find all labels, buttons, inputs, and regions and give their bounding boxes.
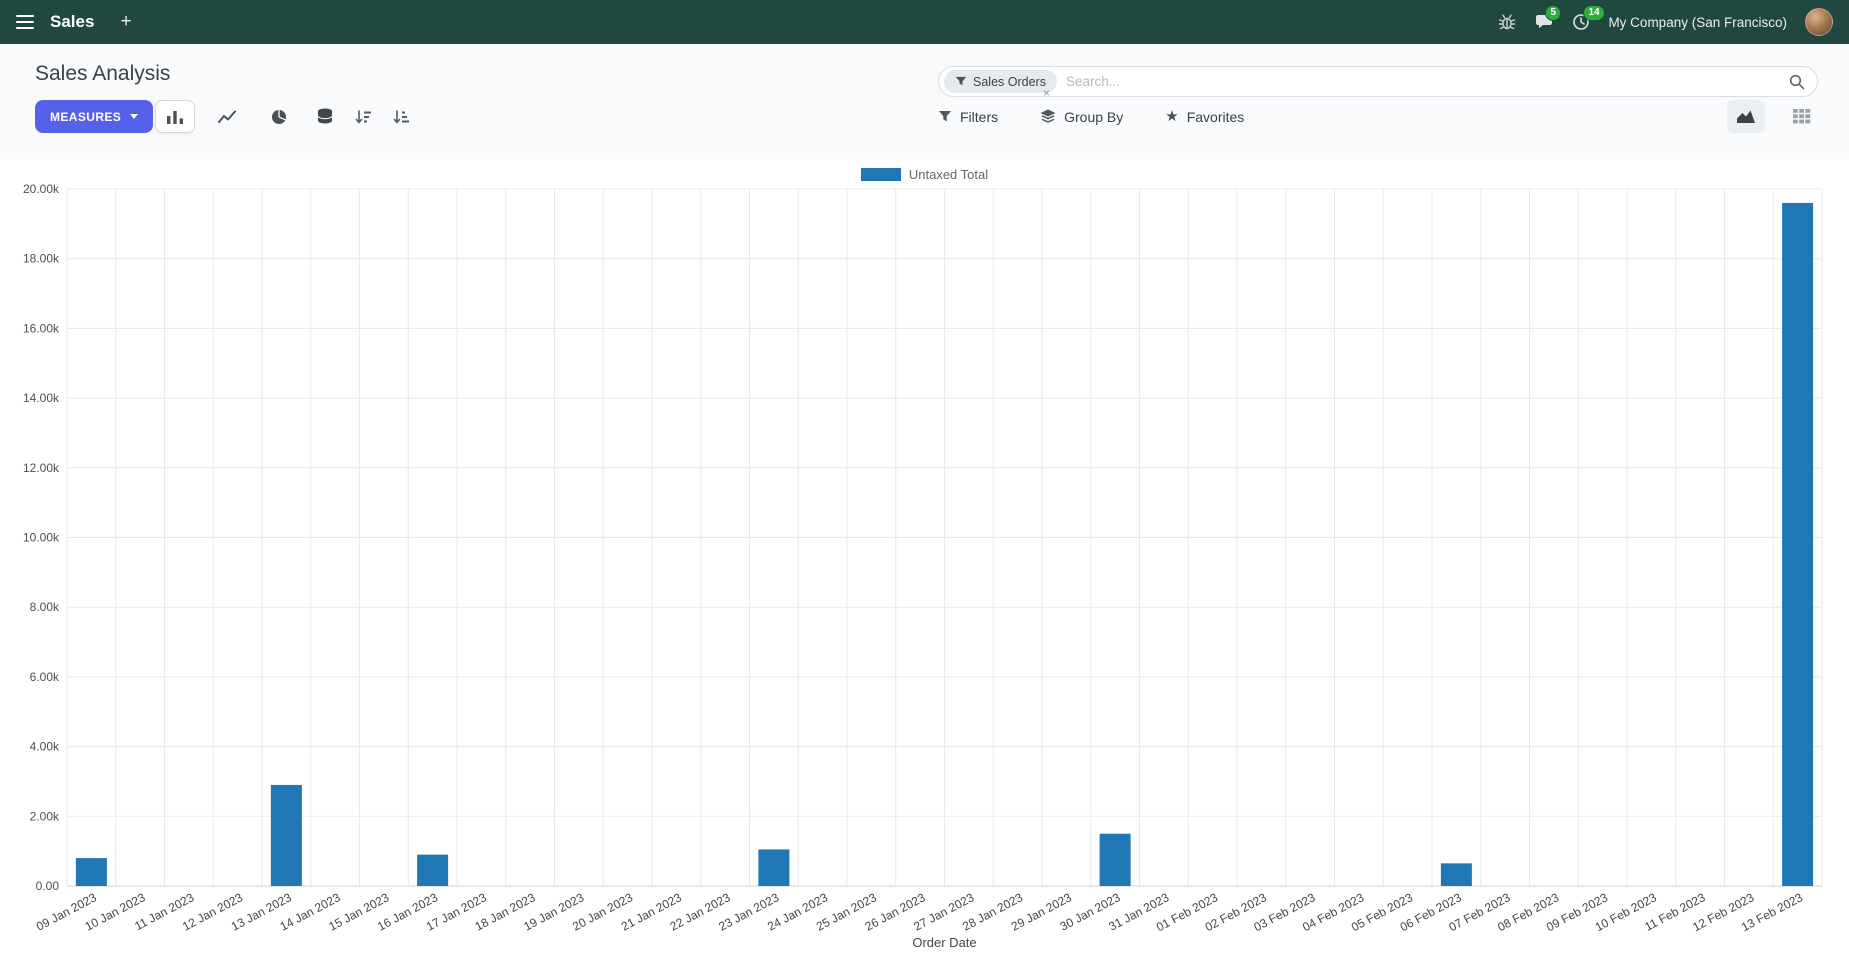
sales-analysis-chart: 0.00 2.00k 4.00k 6.00k 8.00k 10.00k 12.00k 14.0…: [23, 182, 1823, 934]
pie-chart-button[interactable]: [259, 100, 299, 133]
favorites-menu[interactable]: ★ Favorites: [1165, 109, 1244, 125]
bug-icon: [1499, 14, 1516, 30]
sort-descending-icon: [355, 109, 371, 123]
legend-label: Untaxed Total: [908, 167, 989, 182]
search-input[interactable]: [1056, 67, 1789, 96]
view-switcher: [1727, 100, 1821, 133]
svg-text:16.00k: 16.00k: [23, 321, 60, 335]
chart-bar[interactable]: [1440, 863, 1472, 886]
search-bar: Sales Orders ×: [938, 66, 1818, 100]
chart-tools: [316, 100, 410, 133]
search-menus: Filters Group By ★ Favorites: [938, 100, 1244, 133]
messages-button[interactable]: 5: [1534, 5, 1561, 31]
plus-button[interactable]: +: [120, 11, 132, 32]
line-chart-icon: [218, 110, 236, 123]
filters-label: Filters: [960, 108, 999, 125]
search-icon: [1789, 74, 1805, 89]
bug-button[interactable]: [1498, 13, 1516, 31]
search-button[interactable]: [1789, 74, 1805, 90]
svg-text:2.00k: 2.00k: [30, 809, 60, 823]
svg-text:18.00k: 18.00k: [23, 252, 60, 266]
sort-ascending-icon: [393, 109, 409, 123]
chart-bar[interactable]: [758, 849, 790, 886]
svg-text:6.00k: 6.00k: [30, 670, 60, 684]
chart-type-switcher: [155, 100, 299, 133]
svg-text:20.00k: 20.00k: [23, 182, 60, 196]
navbar-right: 5 14 My Company (San Francisco): [1498, 5, 1833, 36]
svg-text:8.00k: 8.00k: [30, 600, 60, 614]
facet-remove-button[interactable]: ×: [1043, 86, 1051, 100]
svg-text:4.00k: 4.00k: [30, 740, 60, 754]
layers-icon: [1040, 109, 1056, 123]
search-facet[interactable]: Sales Orders: [944, 70, 1057, 93]
svg-text:10.00k: 10.00k: [23, 531, 60, 545]
svg-text:12.00k: 12.00k: [23, 461, 60, 475]
facet-filter-icon: [955, 76, 967, 85]
database-stack-icon: [317, 108, 333, 124]
measures-button[interactable]: MEASURES: [35, 100, 154, 133]
activities-button[interactable]: 14: [1572, 5, 1605, 31]
pivot-view-button[interactable]: [1783, 100, 1821, 133]
filters-menu[interactable]: Filters: [938, 109, 998, 125]
chart-bar[interactable]: [75, 858, 107, 886]
chart-bar[interactable]: [417, 854, 449, 886]
apps-menu-button[interactable]: [16, 15, 34, 29]
chart-legend[interactable]: Untaxed Total: [0, 167, 1849, 182]
pie-chart-icon: [272, 109, 286, 124]
facet-label: Sales Orders: [973, 74, 1046, 89]
chart-bar[interactable]: [1099, 833, 1131, 886]
messages-badge: 5: [1545, 5, 1561, 21]
sort-ascending-button[interactable]: [392, 100, 410, 133]
user-avatar[interactable]: [1805, 8, 1833, 36]
top-navbar: Sales + 5 14 My Company (San Francisco): [0, 0, 1849, 44]
chart-bar[interactable]: [270, 784, 302, 886]
group-by-label: Group By: [1064, 108, 1124, 125]
stacked-toggle-button[interactable]: [316, 100, 334, 133]
control-panel: Sales Analysis Sales Orders × MEASURES: [0, 44, 1849, 159]
company-menu[interactable]: My Company (San Francisco): [1608, 14, 1787, 30]
filter-icon: [939, 110, 951, 121]
area-chart-icon: [1737, 110, 1755, 123]
line-chart-button[interactable]: [207, 100, 247, 133]
page-title: Sales Analysis: [35, 62, 171, 85]
star-icon: ★: [1165, 108, 1179, 125]
control-panel-bottom: MEASURES: [0, 100, 1849, 148]
sort-descending-button[interactable]: [354, 100, 372, 133]
clock-icon: [1573, 14, 1590, 30]
caret-down-icon: [130, 114, 139, 119]
pivot-grid-icon: [1793, 109, 1811, 124]
graph-view-button[interactable]: [1727, 100, 1765, 133]
bar-chart-button[interactable]: [155, 100, 195, 133]
graph-view-area: Untaxed Total 0.00 2.00k 4.00k 6.00k 8.00k 10…: [0, 159, 1849, 958]
app-name[interactable]: Sales: [50, 12, 95, 31]
favorites-label: Favorites: [1186, 108, 1245, 125]
legend-swatch: [860, 168, 901, 181]
chart-bar[interactable]: [1782, 202, 1814, 886]
hamburger-icon: [16, 15, 34, 29]
measures-label: MEASURES: [50, 109, 122, 124]
bar-chart-icon: [167, 110, 183, 124]
control-panel-top: Sales Analysis Sales Orders ×: [0, 44, 1849, 100]
navbar-left: Sales +: [16, 11, 132, 33]
x-axis-title: Order Date: [912, 935, 977, 950]
group-by-menu[interactable]: Group By: [1040, 109, 1123, 125]
activities-badge: 14: [1583, 5, 1605, 21]
svg-text:14.00k: 14.00k: [23, 391, 60, 405]
svg-text:0.00: 0.00: [36, 879, 60, 893]
